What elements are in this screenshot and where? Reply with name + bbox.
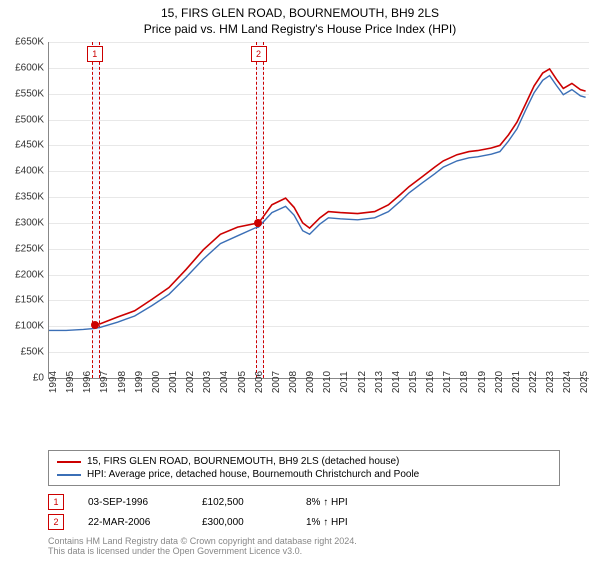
event-id-box: 1 bbox=[48, 494, 64, 510]
chart-area: 12 £0£50K£100K£150K£200K£250K£300K£350K£… bbox=[48, 42, 588, 402]
copyright-text: Contains HM Land Registry data © Crown c… bbox=[48, 536, 560, 556]
y-axis-label: £200K bbox=[15, 269, 44, 280]
legend-label: 15, FIRS GLEN ROAD, BOURNEMOUTH, BH9 2LS… bbox=[87, 456, 399, 467]
events-table: 1 03-SEP-1996 £102,500 8% ↑ HPI 2 22-MAR-2006… bbox=[48, 492, 560, 532]
event-marker: 1 bbox=[87, 46, 103, 62]
legend-swatch bbox=[57, 461, 81, 463]
y-axis-label: £550K bbox=[15, 88, 44, 99]
series-line bbox=[95, 69, 586, 325]
y-axis-label: £450K bbox=[15, 140, 44, 151]
copyright-line2: This data is licensed under the Open Gov… bbox=[48, 546, 560, 556]
event-delta: 8% ↑ HPI bbox=[306, 497, 348, 508]
legend-row: 15, FIRS GLEN ROAD, BOURNEMOUTH, BH9 2LS… bbox=[57, 455, 551, 468]
chart-subtitle: Price paid vs. HM Land Registry's House … bbox=[0, 22, 600, 36]
y-axis-label: £650K bbox=[15, 37, 44, 48]
legend-row: HPI: Average price, detached house, Bour… bbox=[57, 468, 551, 481]
line-series-svg bbox=[49, 42, 589, 378]
event-row: 1 03-SEP-1996 £102,500 8% ↑ HPI bbox=[48, 492, 560, 512]
event-dot bbox=[91, 321, 99, 329]
copyright-line1: Contains HM Land Registry data © Crown c… bbox=[48, 536, 560, 546]
event-row: 2 22-MAR-2006 £300,000 1% ↑ HPI bbox=[48, 512, 560, 532]
event-date: 22-MAR-2006 bbox=[88, 517, 178, 528]
y-axis-label: £250K bbox=[15, 243, 44, 254]
y-axis-label: £600K bbox=[15, 62, 44, 73]
y-axis-label: £50K bbox=[21, 347, 44, 358]
event-delta: 1% ↑ HPI bbox=[306, 517, 348, 528]
y-axis-label: £500K bbox=[15, 114, 44, 125]
event-price: £102,500 bbox=[202, 497, 282, 508]
y-axis-label: £400K bbox=[15, 166, 44, 177]
y-axis-label: £150K bbox=[15, 295, 44, 306]
event-price: £300,000 bbox=[202, 517, 282, 528]
chart-title: 15, FIRS GLEN ROAD, BOURNEMOUTH, BH9 2LS bbox=[0, 6, 600, 20]
event-date: 03-SEP-1996 bbox=[88, 497, 178, 508]
legend-box: 15, FIRS GLEN ROAD, BOURNEMOUTH, BH9 2LS… bbox=[48, 450, 560, 486]
y-axis-label: £350K bbox=[15, 192, 44, 203]
event-marker: 2 bbox=[251, 46, 267, 62]
plot-region: 12 bbox=[48, 42, 589, 379]
y-axis-label: £300K bbox=[15, 217, 44, 228]
event-id-box: 2 bbox=[48, 514, 64, 530]
y-axis-label: £100K bbox=[15, 321, 44, 332]
y-axis-label: £0 bbox=[33, 373, 44, 384]
legend-swatch bbox=[57, 474, 81, 476]
series-line bbox=[49, 76, 586, 331]
legend-label: HPI: Average price, detached house, Bour… bbox=[87, 469, 419, 480]
event-dot bbox=[254, 219, 262, 227]
